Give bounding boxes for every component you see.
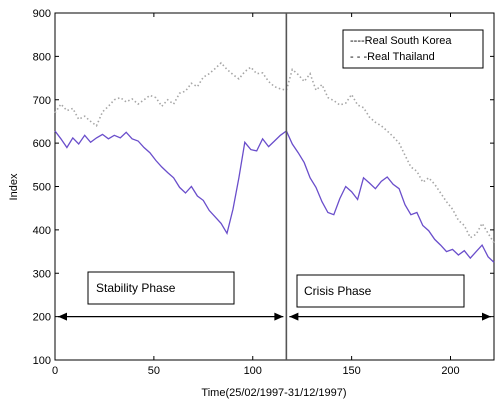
phase-arrow-head-left	[58, 312, 67, 321]
x-tick-label: 200	[441, 365, 459, 377]
stability-phase-label: Stability Phase	[96, 281, 176, 295]
x-tick-label: 50	[148, 365, 160, 377]
y-tick-label: 300	[33, 268, 51, 280]
phase-arrow-head-right	[482, 312, 491, 321]
y-tick-label: 900	[33, 8, 51, 20]
y-axis-label: Index	[8, 173, 20, 200]
legend-item-thailand: - - -Real Thailand	[350, 51, 435, 63]
legend-box	[342, 29, 484, 69]
crisis-phase-label: Crisis Phase	[304, 284, 372, 298]
y-axis: 100 200 300 400 500 600 700 800 900	[33, 8, 494, 367]
x-tick-label: 100	[244, 365, 262, 377]
x-tick-label: 150	[342, 365, 360, 377]
x-axis: 0 50 100 150 200	[52, 13, 460, 377]
series-group	[54, 61, 495, 263]
y-tick-label: 400	[33, 225, 51, 237]
y-tick-label: 800	[33, 51, 51, 63]
legend-item-south-korea: ----Real South Korea	[350, 35, 452, 47]
x-axis-label: Time(25/02/1997-31/12/1997)	[201, 387, 346, 399]
series-line-thailand	[54, 130, 495, 263]
y-tick-label: 500	[33, 182, 51, 194]
y-tick-label: 600	[33, 138, 51, 150]
x-tick-label: 0	[52, 365, 58, 377]
legend: ----Real South Korea - - -Real Thailand	[342, 29, 484, 69]
phase-annotations: Stability Phase Crisis Phase	[58, 271, 491, 321]
phase-arrow-head-left	[289, 312, 299, 321]
y-tick-label: 100	[33, 355, 51, 367]
crisis-phase-box	[296, 274, 465, 308]
y-tick-label: 700	[33, 95, 51, 107]
phase-arrow-head-right	[274, 312, 284, 321]
stability-phase-box	[87, 271, 235, 305]
y-tick-label: 200	[33, 312, 51, 324]
